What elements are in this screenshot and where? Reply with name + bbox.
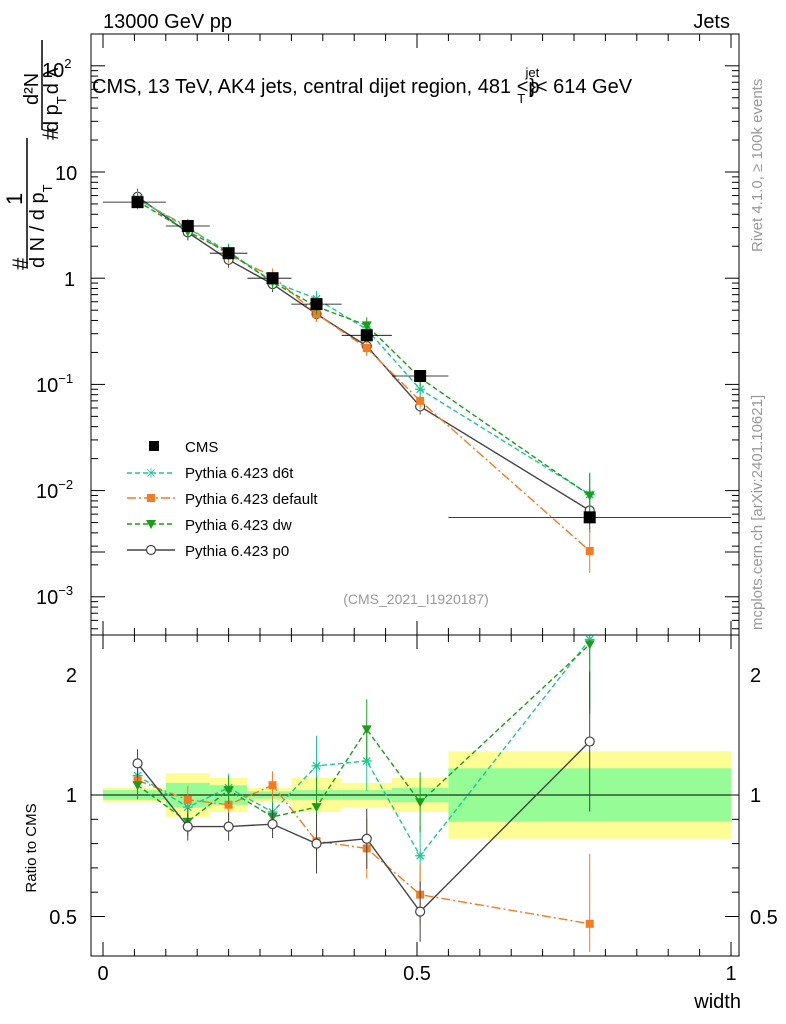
plot-title: CMS, 13 TeV, AK4 jets, central dijet reg… (92, 65, 633, 106)
ratio-point (311, 760, 322, 771)
mcplots-label: mcplots.cern.ch [arXiv:2401.10621] (749, 395, 766, 630)
series-line (137, 198, 591, 552)
data-point (416, 396, 425, 405)
ratio-ytick-1-left: 1 (66, 785, 77, 807)
ratio-line (136, 741, 591, 913)
ratio-plot (90, 551, 740, 957)
ratio-point (182, 821, 193, 832)
legend-marker-d6t: ✳ (145, 466, 157, 482)
y-hash-2: # (38, 127, 63, 140)
ratio-point (223, 786, 234, 796)
main-y-tick-labels: 102 10 1 10−1 10−2 10−3 (36, 56, 77, 609)
ratio-point (267, 819, 278, 830)
legend-label-d6t: Pythia 6.423 d6t (185, 465, 294, 482)
analysis-id-watermark: (CMS_2021_I1920187) (343, 591, 489, 607)
ratio-point (223, 821, 234, 832)
data-point (181, 220, 194, 233)
ratio-point (415, 906, 426, 917)
ytick-label-0.1: 10−1 (36, 371, 73, 397)
xtick-label-1: 1 (725, 963, 736, 985)
data-point (310, 298, 323, 311)
ratio-y-tick-labels: 2 1 0.5 2 1 0.5 (49, 665, 778, 929)
ratio-ytick-1-right: 1 (750, 785, 761, 807)
data-point (131, 196, 144, 209)
legend-entry-p0: Pythia 6.423 p0 (127, 543, 289, 560)
data-point (415, 384, 426, 395)
legend-label-dw: Pythia 6.423 dw (185, 517, 292, 534)
data-point (360, 329, 373, 342)
ratio-ytick-2-right: 2 (750, 665, 761, 687)
ratio-point (584, 736, 595, 747)
data-point (583, 511, 596, 524)
ratio-series-pythia-6.423-p0 (132, 671, 595, 942)
ytick-label-1: 1 (64, 269, 75, 291)
ratio-point (132, 758, 143, 769)
xtick-label-0: 0 (97, 963, 108, 985)
ytick-label-0.01: 10−2 (36, 477, 73, 503)
ratio-point (415, 798, 426, 808)
ratio-line (137, 639, 591, 858)
ratio-point (311, 803, 322, 813)
ratio-point (132, 781, 143, 791)
y-numerator-top: d²N (21, 73, 43, 105)
y-fraction-one: 1 (2, 193, 27, 205)
ratio-point (584, 640, 595, 650)
ratio-point (415, 850, 426, 861)
data-point (361, 321, 372, 331)
legend-entry-d6t: ✳ Pythia 6.423 d6t (127, 465, 294, 482)
ratio-point (224, 800, 233, 809)
ratio-point (361, 833, 372, 844)
ratio-ytick-2-left: 2 (66, 665, 77, 687)
main-y-axis-label: # 1 d N / d pT # d²N d pTd λ (2, 40, 69, 270)
series-cms (103, 196, 731, 524)
data-point (414, 369, 427, 382)
ratio-point (585, 919, 594, 928)
legend-entry-dw: Pythia 6.423 dw (127, 517, 292, 534)
ratio-line (137, 643, 591, 823)
ratio-line (137, 779, 590, 925)
legend-label-default: Pythia 6.423 default (185, 491, 318, 508)
ratio-ytick-0.5-left: 0.5 (49, 907, 77, 929)
data-point (266, 272, 279, 285)
ytick-label-10: 10 (55, 163, 77, 185)
legend-entry-default: Pythia 6.423 default (127, 491, 318, 508)
legend-label-p0: Pythia 6.423 p0 (185, 543, 289, 560)
ratio-ytick-0.5-right: 0.5 (750, 907, 778, 929)
series-line (137, 200, 591, 497)
legend: CMS ✳ Pythia 6.423 d6t Pythia 6.423 defa… (127, 439, 318, 560)
y-numerator-bottom: d pTd λ (41, 68, 69, 132)
series-line (137, 196, 591, 512)
x-axis-label: width (693, 991, 741, 1013)
ratio-point (361, 725, 372, 735)
legend-entry-cms: CMS (149, 439, 218, 456)
ytick-label-0.001: 10−3 (36, 583, 73, 609)
data-point (584, 491, 595, 501)
xtick-label-0.5: 0.5 (403, 963, 431, 985)
data-point (362, 344, 371, 353)
ratio-y-label: Ratio to CMS (23, 803, 40, 892)
series-pythia-6.423-default (133, 191, 594, 573)
legend-label-cms: CMS (185, 439, 218, 456)
data-point (585, 546, 594, 555)
x-tick-labels: 0 0.5 1 (97, 963, 736, 985)
ratio-point (268, 781, 277, 790)
category-label: Jets (693, 11, 730, 33)
energy-label: 13000 GeV pp (103, 11, 232, 33)
y-denominator: d N / d pT (27, 184, 55, 268)
ratio-point (311, 838, 322, 849)
ytick-label-100: 102 (42, 56, 71, 82)
data-point (222, 247, 235, 260)
ratio-point (183, 795, 192, 804)
series-line (137, 198, 591, 496)
rivet-version-label: Rivet 4.1.0, ≥ 100k events (749, 79, 766, 252)
